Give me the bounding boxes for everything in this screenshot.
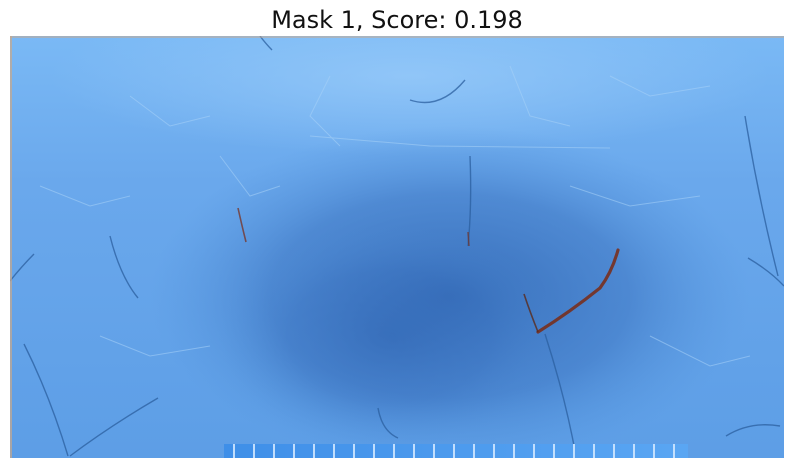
left-edge — [10, 36, 12, 458]
light-region — [50, 36, 770, 156]
top-edge — [10, 36, 784, 38]
rust-stain — [237, 207, 620, 334]
bottom-strip — [224, 444, 688, 458]
ice-cracks — [39, 65, 751, 367]
dark-region-core — [220, 226, 560, 446]
figure-title: Mask 1, Score: 0.198 — [271, 6, 523, 34]
masked-photo — [10, 36, 784, 458]
